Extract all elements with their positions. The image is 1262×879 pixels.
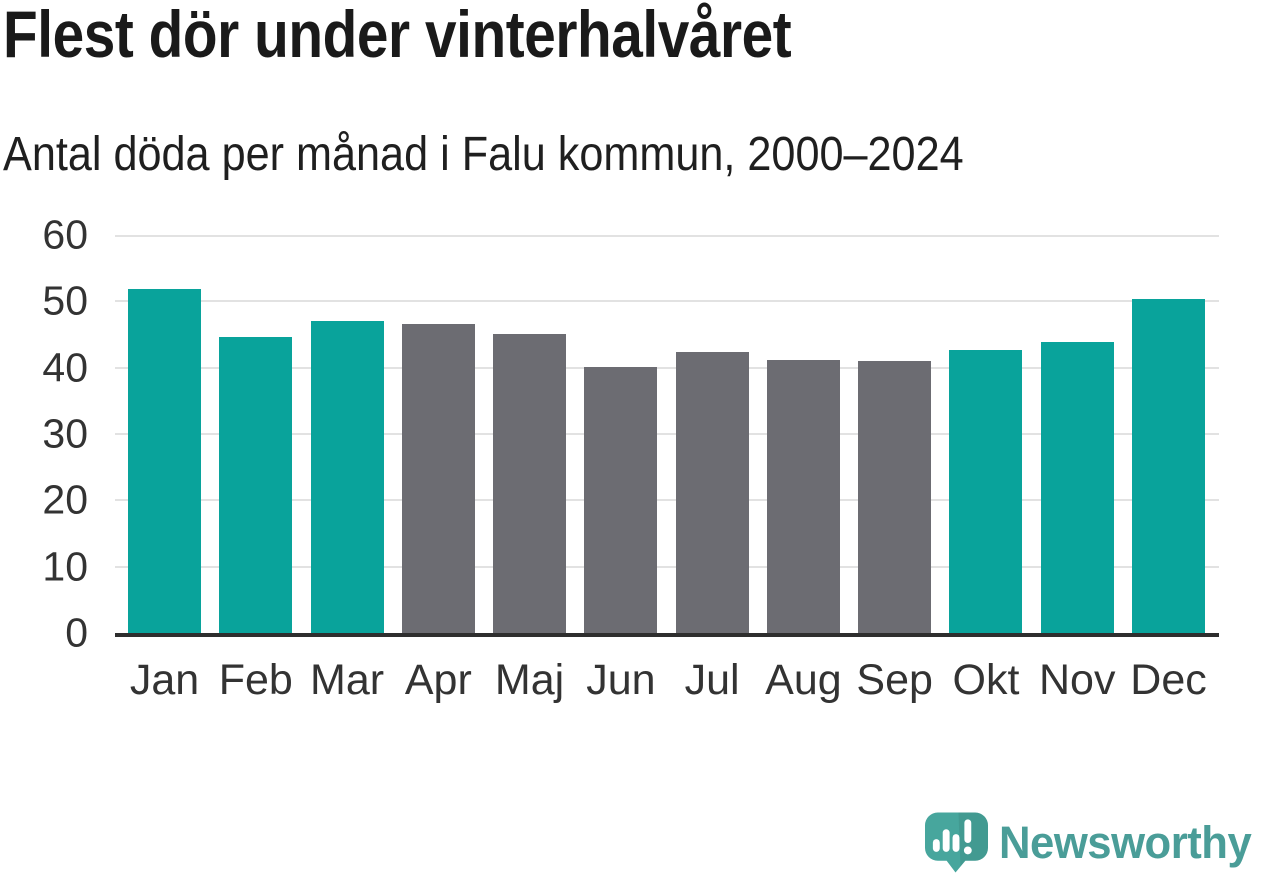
y-axis-labels: 0 10 20 30 40 50 60 [0, 214, 88, 653]
x-tick-label: Mar [310, 656, 385, 704]
x-tick-label: Dec [1130, 656, 1207, 704]
page-title: Flest dör under vinterhalvåret [3, 1, 920, 67]
gridline [115, 499, 1219, 502]
bar-aug [766, 359, 840, 633]
brand-name: Newsworthy [998, 817, 1252, 868]
logo-chart-glyph [932, 819, 972, 855]
x-tick-label: Feb [218, 656, 293, 704]
chart-subtitle: Antal döda per månad i Falu kommun, 2000… [3, 127, 1070, 182]
x-tick-label: Jan [129, 656, 200, 704]
gridline [115, 300, 1219, 303]
page-title-text: Flest dör under vinterhalvåret [3, 0, 792, 71]
x-tick-label: Sep [856, 656, 933, 704]
brand-footer: Newsworthy [924, 810, 1259, 876]
bar-feb [219, 336, 293, 633]
gridline [115, 366, 1219, 369]
x-tick-label: Jun [586, 656, 656, 704]
y-tick-label: 60 [42, 211, 88, 258]
x-tick-label: Apr [404, 656, 472, 704]
bar-mar [310, 321, 384, 633]
x-tick-label: Jul [684, 656, 740, 704]
y-tick-label: 40 [42, 344, 88, 391]
bar-jan [128, 288, 201, 633]
x-tick-label: Maj [494, 656, 565, 704]
bar-nov [1040, 341, 1114, 633]
y-tick-label: 0 [65, 609, 88, 656]
plot-area [115, 235, 1219, 637]
bar-jun [584, 367, 658, 633]
x-tick-label: Aug [765, 656, 842, 704]
gridline [115, 433, 1219, 435]
y-tick-label: 50 [42, 277, 88, 324]
gridline [115, 235, 1219, 237]
x-tick-label: Okt [952, 656, 1020, 704]
bar-apr [401, 323, 475, 633]
gridline [115, 565, 1219, 568]
x-tick-label: Nov [1038, 656, 1116, 704]
y-tick-label: 20 [42, 476, 88, 523]
y-tick-label: 10 [42, 543, 88, 590]
x-axis-labels: Jan Feb Mar Apr Maj Jun Jul Aug Sep Okt Nov Dec [115, 659, 1219, 711]
bar-dec [1132, 298, 1205, 633]
newsworthy-logo-icon [924, 812, 988, 873]
bar-okt [949, 349, 1023, 633]
bar-maj [493, 333, 567, 633]
y-tick-label: 30 [42, 410, 88, 457]
bar-sep [858, 361, 932, 633]
bar-jul [675, 351, 749, 633]
chart-subtitle-text: Antal döda per månad i Falu kommun, 2000… [3, 128, 964, 181]
